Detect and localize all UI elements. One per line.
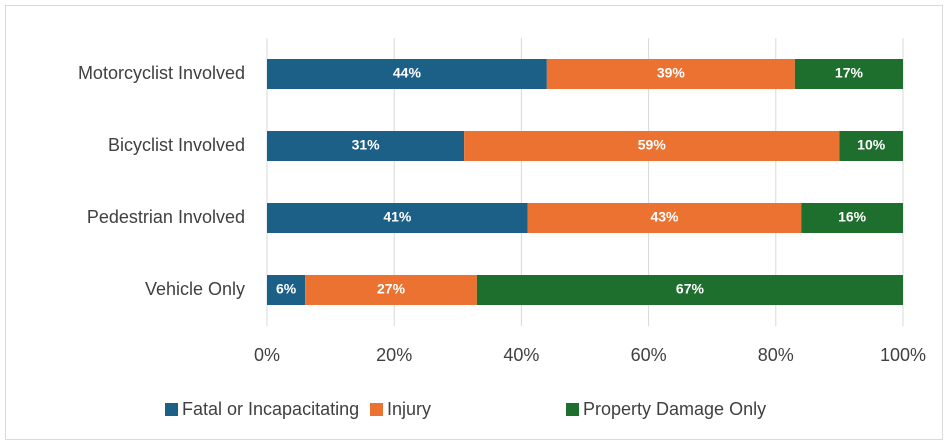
x-tick-label: 0% xyxy=(254,345,280,365)
data-label: 31% xyxy=(352,137,381,153)
bar-segment xyxy=(801,203,903,233)
x-tick-label: 100% xyxy=(880,345,926,365)
data-label: 27% xyxy=(377,281,406,297)
data-label: 44% xyxy=(393,65,422,81)
x-tick-label: 40% xyxy=(503,345,539,365)
x-tick-label: 80% xyxy=(758,345,794,365)
data-label: 39% xyxy=(657,65,686,81)
bar-segment xyxy=(839,131,903,161)
data-label: 6% xyxy=(276,281,297,297)
x-tick-label: 20% xyxy=(376,345,412,365)
data-label: 16% xyxy=(838,209,867,225)
bar-segment xyxy=(527,203,802,233)
legend-label: Injury xyxy=(387,399,431,419)
bar-segment xyxy=(267,131,465,161)
data-label: 41% xyxy=(383,209,412,225)
x-tick-label: 60% xyxy=(631,345,667,365)
y-tick-label: Bicyclist Involved xyxy=(108,135,245,155)
data-label: 59% xyxy=(638,137,667,153)
bar-segment xyxy=(305,275,477,305)
bar-segment xyxy=(546,59,795,89)
y-tick-label: Motorcyclist Involved xyxy=(78,63,245,83)
legend-swatch xyxy=(370,403,383,416)
data-label: 10% xyxy=(857,137,886,153)
y-tick-label: Pedestrian Involved xyxy=(87,207,245,227)
bar-segment xyxy=(476,275,903,305)
bar-segment xyxy=(794,59,903,89)
data-label: 67% xyxy=(676,281,705,297)
bar-segment xyxy=(267,203,528,233)
legend-label: Fatal or Incapacitating xyxy=(182,399,359,419)
legend-label: Property Damage Only xyxy=(583,399,766,419)
bar-segment xyxy=(267,275,306,305)
legend-swatch xyxy=(165,403,178,416)
y-tick-label: Vehicle Only xyxy=(145,279,245,299)
data-label: 17% xyxy=(835,65,864,81)
bar-segment xyxy=(464,131,840,161)
legend-swatch xyxy=(566,403,579,416)
bar-segment xyxy=(267,59,547,89)
data-label: 43% xyxy=(650,209,679,225)
